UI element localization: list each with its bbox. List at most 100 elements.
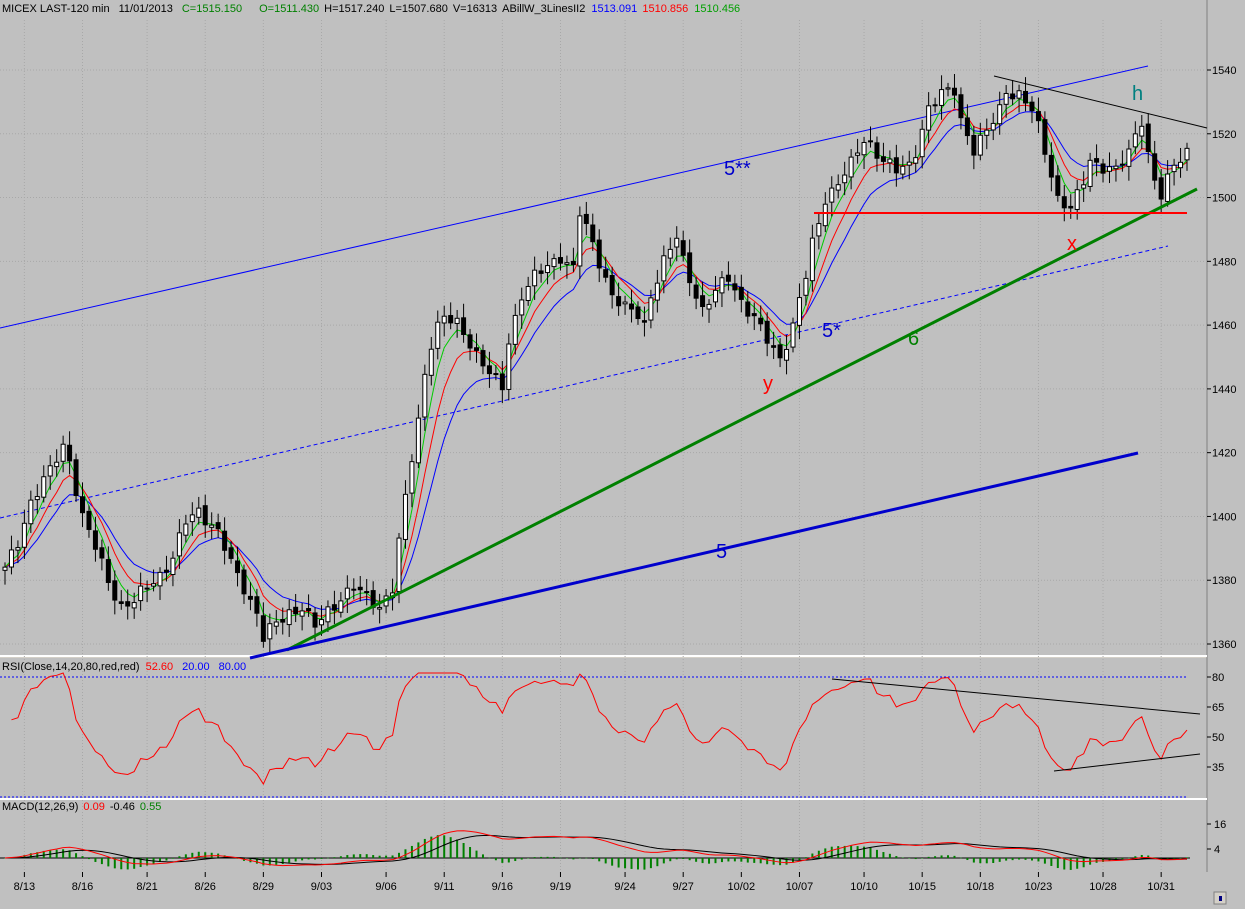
price-bar-body: [1003, 92, 1009, 105]
macd-hist-bar: [766, 858, 769, 865]
macd-hist-bar: [113, 858, 116, 869]
resistance-trend-line[interactable]: [993, 75, 1208, 129]
macd-hist-bar: [255, 858, 258, 864]
macd-value2: -0.46: [110, 801, 135, 813]
macd-hist-bar: [811, 853, 814, 858]
price-bar-body: [1126, 148, 1132, 167]
price-bar-body: [926, 105, 932, 131]
price-bar-body: [1145, 123, 1151, 153]
price-bar-body: [170, 557, 176, 575]
price-bar-body: [1119, 163, 1125, 166]
macd-hist-bar: [1140, 854, 1143, 858]
macd-hist-bar: [197, 851, 200, 858]
price-bar-body: [105, 559, 111, 583]
channel-lower-dashed-line[interactable]: [0, 245, 1169, 519]
macd-hist-bar: [1011, 858, 1014, 861]
macd-hist-bar: [998, 858, 1001, 862]
price-bar-body: [590, 224, 596, 243]
macd-hist-bar: [837, 846, 840, 858]
price-bar-body: [835, 184, 841, 191]
macd-hist-bar: [469, 847, 472, 858]
price-bar-body: [1171, 164, 1177, 173]
macd-hist-bar: [1030, 858, 1033, 861]
price-bar-body: [900, 165, 906, 175]
price-bar-body: [700, 295, 706, 308]
macd-hist-bar: [611, 858, 614, 866]
price-bar-body: [1042, 119, 1048, 155]
macd-hist-bar: [1153, 857, 1156, 858]
indicator-line-green: [4, 97, 1188, 621]
macd-hist-bar: [307, 858, 310, 860]
price-bar-body: [377, 607, 383, 610]
price-bar-body: [1152, 153, 1158, 181]
macd-hist-bar: [740, 858, 743, 862]
x-axis-strip[interactable]: [0, 872, 1245, 909]
macd-signal-line[interactable]: [4, 834, 1188, 865]
macd-hist-bar: [68, 850, 71, 858]
rsi-label: RSI(Close,14,20,80,red,red): [2, 661, 140, 673]
macd-hist-bar: [126, 858, 129, 870]
macd-hist-bar: [940, 855, 943, 858]
price-tick-label: 1460: [1212, 320, 1236, 332]
rsi-line[interactable]: [11, 672, 1188, 786]
macd-hist-bar: [184, 854, 187, 858]
macd-hist-bar: [1134, 856, 1137, 858]
price-bar-body: [732, 283, 738, 291]
price-bar-body: [86, 510, 92, 530]
header-volume: V=16313: [453, 3, 497, 15]
price-bar-body: [312, 612, 318, 628]
rsi-lower-trend-line[interactable]: [1053, 753, 1201, 772]
macd-hist-bar: [908, 858, 911, 859]
macd-value3: 0.55: [140, 801, 161, 813]
date-tick-label: 8/29: [253, 881, 274, 893]
price-bar-body: [131, 602, 137, 609]
price-bar-body: [1081, 184, 1087, 189]
macd-hist-bar: [398, 852, 400, 858]
price-bar-body: [1048, 154, 1054, 178]
chart-header: MICEX LAST-120 min 11/01/2013 C=1515.150 O=…: [2, 3, 740, 15]
macd-hist-bar: [1114, 858, 1117, 860]
price-bar-body: [557, 257, 563, 264]
price-bar-body: [1113, 165, 1119, 170]
price-bar-body: [415, 417, 421, 464]
macd-hist-bar: [1056, 858, 1059, 869]
header-open: O=1511.430: [259, 3, 319, 15]
price-bar-body: [822, 203, 828, 227]
macd-hist-bar: [359, 854, 362, 858]
macd-hist-bar: [630, 858, 633, 869]
trend-line-5[interactable]: [249, 451, 1139, 660]
macd-line[interactable]: [4, 830, 1188, 867]
y-axis-strip[interactable]: [1207, 0, 1245, 872]
price-bar-body: [848, 156, 854, 178]
price-bar-body: [15, 547, 21, 551]
price-bar-body: [984, 129, 990, 136]
rsi-upper-trend-line[interactable]: [831, 678, 1201, 715]
macd-hist-bar: [733, 858, 736, 862]
price-bar-body: [351, 588, 357, 591]
trend-line-6[interactable]: [286, 187, 1198, 652]
price-bar-body: [1029, 101, 1035, 112]
macd-hist-bar: [1082, 858, 1085, 868]
macd-hist-bar: [572, 858, 575, 860]
price-bar-body: [641, 320, 647, 323]
price-bar-body: [880, 156, 886, 162]
macd-hist-bar: [701, 858, 704, 864]
price-bar-body: [1087, 159, 1093, 187]
macd-hist-bar: [624, 858, 627, 869]
price-bar-body: [448, 315, 454, 324]
macd-hist-bar: [320, 858, 323, 859]
price-bar-body: [893, 157, 899, 174]
price-bar-body: [545, 265, 551, 274]
price-bar-body: [299, 610, 305, 617]
macd-hist-bar: [520, 858, 523, 860]
price-bar-body: [331, 604, 337, 611]
date-tick-label: 10/31: [1147, 881, 1175, 893]
price-bar-body: [1068, 205, 1074, 209]
price-bar-body: [771, 345, 777, 348]
price-bar-body: [997, 104, 1003, 125]
price-bar-body: [855, 152, 861, 156]
price-bar-body: [1106, 166, 1112, 172]
price-bar-body: [80, 496, 86, 514]
macd-header: MACD(12,26,9) 0.09 -0.46 0.55: [2, 801, 161, 813]
macd-hist-bar: [662, 858, 665, 864]
